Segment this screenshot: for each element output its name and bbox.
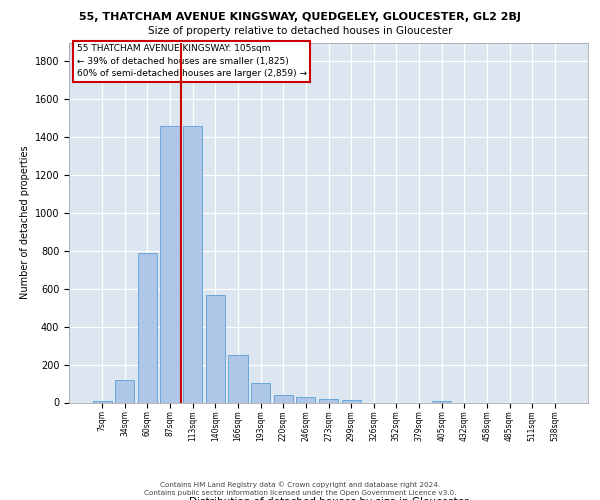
Bar [296, 397, 316, 402]
Text: 55, THATCHAM AVENUE KINGSWAY, QUEDGELEY, GLOUCESTER, GL2 2BJ: 55, THATCHAM AVENUE KINGSWAY, QUEDGELEY,… [79, 12, 521, 22]
Bar [251, 382, 270, 402]
Bar [160, 126, 180, 402]
Bar [319, 398, 338, 402]
Bar [138, 253, 157, 402]
Bar [341, 400, 361, 402]
Bar [229, 355, 248, 403]
Text: Size of property relative to detached houses in Gloucester: Size of property relative to detached ho… [148, 26, 452, 36]
Bar [432, 400, 451, 402]
Text: Contains HM Land Registry data © Crown copyright and database right 2024.
Contai: Contains HM Land Registry data © Crown c… [144, 482, 456, 496]
Bar [92, 400, 112, 402]
Y-axis label: Number of detached properties: Number of detached properties [20, 146, 31, 300]
Bar [183, 126, 202, 402]
Bar [274, 395, 293, 402]
X-axis label: Distribution of detached houses by size in Gloucester: Distribution of detached houses by size … [189, 496, 468, 500]
Bar [206, 294, 225, 403]
Bar [115, 380, 134, 402]
Text: 55 THATCHAM AVENUE KINGSWAY: 105sqm
← 39% of detached houses are smaller (1,825): 55 THATCHAM AVENUE KINGSWAY: 105sqm ← 39… [77, 44, 307, 78]
